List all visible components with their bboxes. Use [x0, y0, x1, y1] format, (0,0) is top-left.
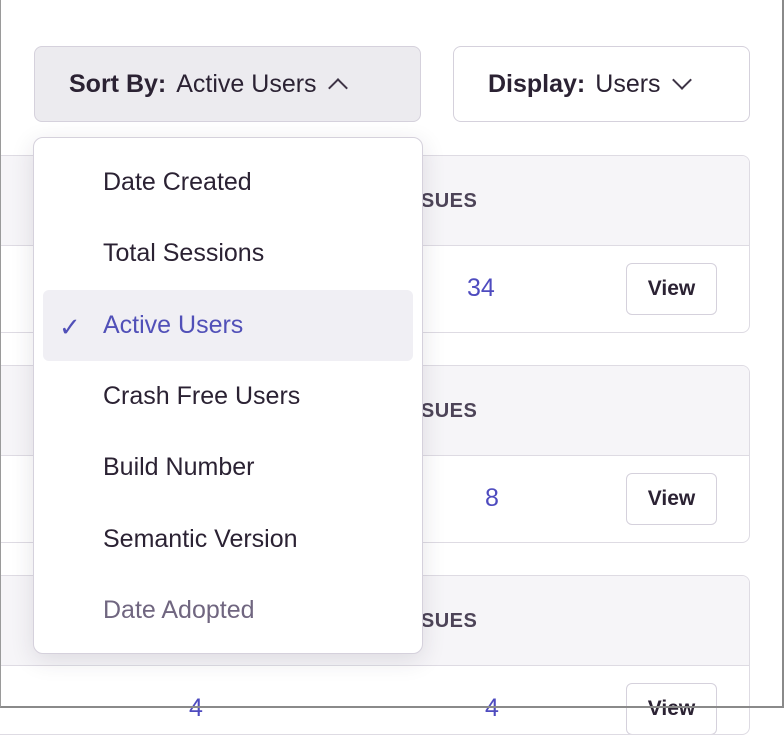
menu-item-date-created[interactable]: Date Created [43, 147, 413, 218]
issues-count[interactable]: 4 [485, 694, 499, 722]
sort-by-dropdown[interactable]: Sort By: Active Users [34, 46, 421, 122]
sort-by-value: Active Users [176, 69, 317, 98]
display-dropdown[interactable]: Display: Users [453, 46, 750, 122]
menu-item-label: Semantic Version [103, 524, 298, 553]
menu-item-semantic-version[interactable]: Semantic Version [43, 503, 413, 574]
menu-item-build-number[interactable]: Build Number [43, 432, 413, 503]
checkmark-icon: ✓ [59, 311, 81, 342]
display-value: Users [595, 69, 661, 98]
view-button[interactable]: View [626, 473, 717, 525]
chevron-down-icon [671, 70, 692, 90]
table-row: 4 4 View [0, 666, 749, 734]
menu-item-crash-free-users[interactable]: Crash Free Users [43, 361, 413, 432]
menu-item-total-sessions[interactable]: Total Sessions [43, 218, 413, 289]
menu-item-label: Date Adopted [103, 595, 255, 624]
issues-count[interactable]: 8 [485, 484, 499, 512]
menu-item-date-adopted: Date Adopted [43, 575, 413, 646]
sort-by-label: Sort By: [69, 69, 167, 98]
menu-item-label: Build Number [103, 453, 255, 482]
menu-item-label: Active Users [103, 310, 244, 339]
menu-item-label: Date Created [103, 168, 252, 197]
menu-item-active-users[interactable]: ✓ Active Users [43, 289, 413, 361]
table-row: 8 View [0, 456, 749, 542]
table-row: 34 View [0, 246, 749, 332]
chevron-up-icon [327, 78, 348, 98]
view-button[interactable]: View [626, 683, 717, 734]
issues-count[interactable]: 34 [467, 274, 495, 302]
row-value[interactable]: 4 [189, 694, 203, 722]
view-button[interactable]: View [626, 263, 717, 315]
display-label: Display: [488, 69, 586, 98]
sort-by-menu: Date Created Total Sessions ✓ Active User… [33, 137, 423, 654]
menu-item-label: Crash Free Users [103, 382, 301, 411]
menu-item-label: Total Sessions [103, 239, 265, 268]
